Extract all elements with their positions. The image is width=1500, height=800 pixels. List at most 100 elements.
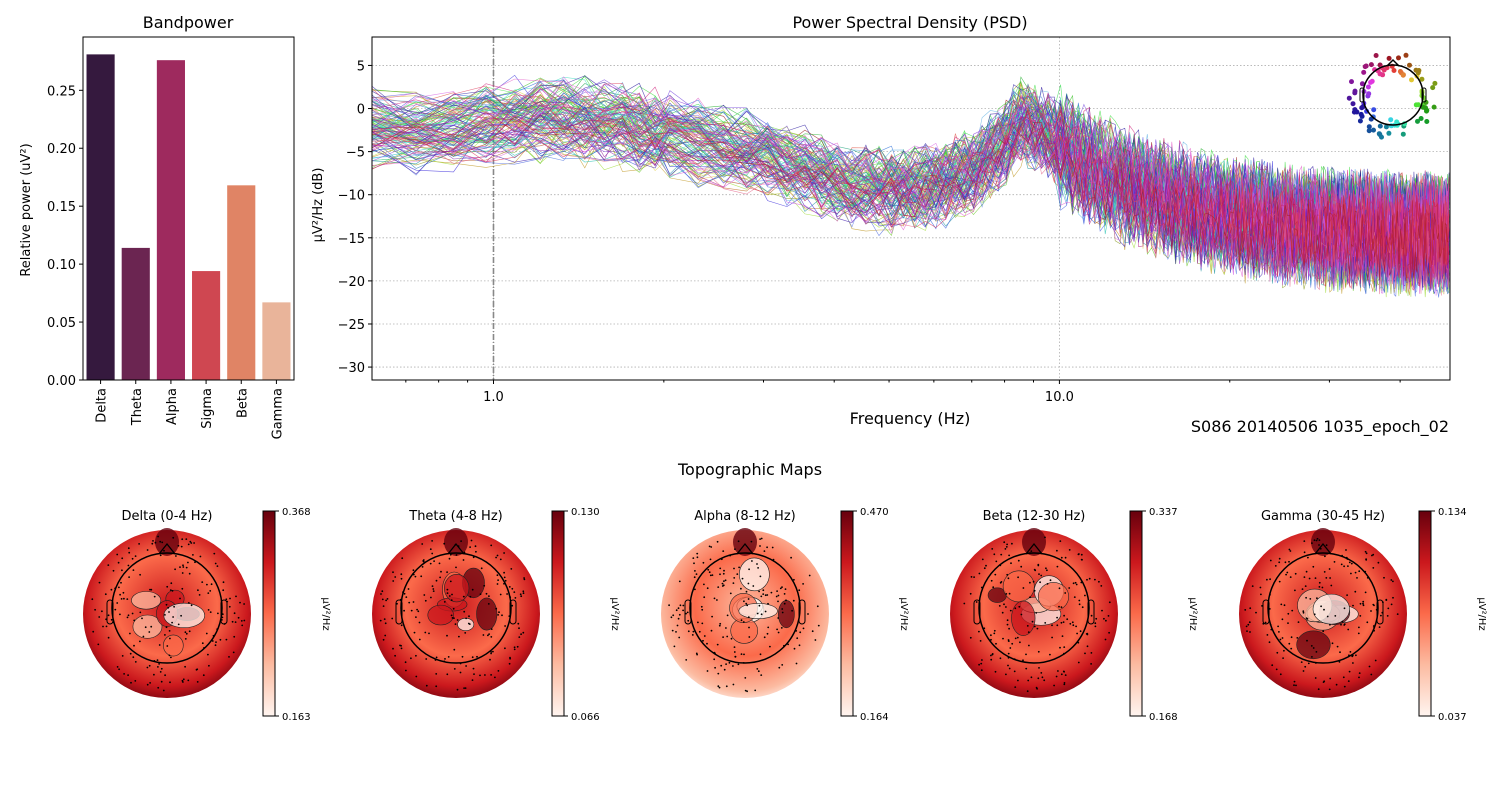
sensor-dot [1274,565,1277,567]
sensor-dot [385,599,387,602]
sensor-dot [469,546,471,548]
sensor-dot [1008,627,1010,630]
sensor-dot [131,612,134,615]
sensor-dot [214,562,217,565]
sensor-dot [1330,584,1333,587]
sensor-dot [1072,582,1075,585]
sensor-dot [475,550,477,553]
sensor-dot [763,636,766,639]
sensor-dot [97,643,100,646]
sensor-dot [443,542,446,545]
sensor-dot [790,556,792,559]
sensor-dot [432,588,435,590]
sensor-dot [150,588,153,591]
sensor-dot [381,590,384,593]
sensor-dot [131,557,134,560]
sensor-dot [499,558,502,561]
sensor-dot [116,602,119,604]
sensor-dot [144,626,147,629]
sensor-dot [747,582,750,585]
sensor-dot [724,579,727,582]
sensor-dot [237,616,240,619]
sensor-dot [1056,549,1058,552]
topomap-contour [163,634,184,657]
sensor-dot [1007,640,1010,642]
sensor-dot [1364,591,1367,594]
sensor-dot [105,625,108,628]
sensor-dot [488,633,490,635]
sensor-dot [1419,76,1425,82]
topomap-contour [1312,593,1350,625]
sensor-dot [171,590,174,592]
sensor-dot [1058,587,1061,590]
sensor-dot [464,632,467,634]
sensor-dot [496,554,499,557]
sensor-dot [1312,565,1315,568]
sensor-dot [489,658,491,661]
topomap-contour [163,602,205,629]
right-ear [798,599,806,625]
sensor-dot [1373,604,1375,607]
sensor-dot [1060,621,1063,624]
sensor-dot [814,639,817,641]
sensor-dot [1266,634,1269,636]
sensor-dot [1261,605,1263,607]
sensor-dot [120,581,122,584]
sensor-dot [207,609,210,611]
sensor-dot [1400,72,1406,78]
sensor-dot [746,604,749,607]
left-ear [1262,599,1270,625]
psd-channel-line [372,94,1450,268]
sensor-dot [1022,659,1024,662]
sensor-dot [453,648,456,651]
sensor-dot [1354,109,1360,115]
y-tick-label: 0.00 [47,374,76,389]
sensor-dot [514,597,517,599]
sensor-dot [488,595,490,597]
sensor-location-inset [1346,52,1438,140]
sensor-dot [182,564,184,567]
sensor-dot [710,629,713,632]
sensor-dot [1390,579,1393,581]
sensor-dot [1313,539,1316,542]
sensor-dot [1063,614,1065,617]
sensor-dot [1086,633,1089,636]
sensor-dot [446,592,449,594]
sensor-dot [157,535,159,538]
sensor-dot [1323,680,1326,683]
sensor-dot [1343,607,1346,610]
sensor-dot [673,645,676,648]
sensor-dot [1007,664,1009,667]
sensor-dot [490,628,493,630]
sensor-dot [447,656,450,658]
sensor-dot [198,594,201,596]
sensor-dot [995,642,997,645]
sensor-dot [1045,567,1047,570]
sensor-dot [1088,577,1091,580]
sensor-dot [1084,594,1086,597]
topomap-title: Gamma (30-45 Hz) [1261,509,1385,524]
sensor-dot [1294,589,1296,592]
sensor-dot [1371,107,1377,113]
sensor-dot [444,658,446,660]
sensor-dot [980,662,983,665]
sensor-dot [1285,573,1287,576]
sensor-dot [197,589,199,592]
sensor-dot [1007,652,1010,655]
sensor-dot [994,573,997,576]
sensor-dot [706,670,709,672]
sensor-dot [1283,649,1285,652]
sensor-dot [1031,620,1034,623]
sensor-dot [412,601,415,603]
sensor-dot [754,689,757,692]
sensor-dot [757,567,759,569]
sensor-dot [400,647,403,650]
sensor-dot [149,588,151,591]
sensor-dot [696,653,698,656]
sensor-dot [1349,79,1354,85]
sensor-dot [686,611,689,614]
sensor-dot [670,616,673,619]
sensor-dot [94,608,96,611]
sensor-dot [463,687,465,689]
sensor-dot [1080,553,1083,556]
